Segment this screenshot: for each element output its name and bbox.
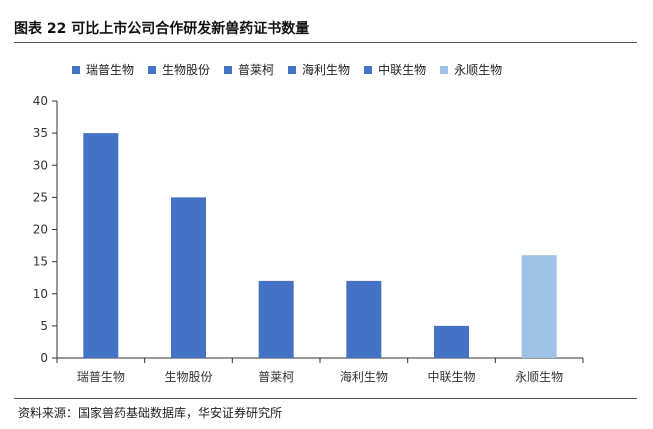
y-tick-label: 10 [33,287,48,301]
legend-item: 海利生物 [288,61,350,78]
legend-item: 普莱柯 [224,61,274,78]
figure-title: 图表 22 可比上市公司合作研发新兽药证书数量 [14,21,310,37]
legend-label: 生物股份 [162,63,211,77]
bar [346,280,382,358]
legend-item: 中联生物 [364,61,426,78]
legend-swatch [72,65,80,74]
legend-swatch [148,65,157,74]
legend-swatch [440,65,449,74]
y-tick-label: 15 [33,255,48,269]
legend-item: 生物股份 [148,61,210,78]
legend-label: 瑞普生物 [86,63,135,77]
bar [434,325,469,358]
x-tick-label: 普莱柯 [258,370,294,384]
bottom-rule [14,398,637,399]
legend-label: 普莱柯 [238,63,275,77]
legend-label: 永顺生物 [454,63,503,77]
y-tick-label: 20 [33,223,48,237]
chart-legend: 瑞普生物 生物股份 普莱柯 海利生物 中联生物 永顺生物 [72,61,502,78]
legend-item: 永顺生物 [440,61,502,78]
y-tick-label: 40 [33,94,48,108]
x-tick-label: 生物股份 [164,370,212,384]
y-tick-label: 5 [40,319,48,333]
legend-label: 海利生物 [302,63,351,77]
x-tick-label: 永顺生物 [515,370,563,384]
source-note: 资料来源：国家兽药基础数据库，华安证券研究所 [18,406,283,420]
legend-swatch [364,65,373,74]
legend-swatch [224,65,233,74]
bar [171,197,206,358]
x-tick-label: 海利生物 [340,369,388,384]
x-tick-label: 中联生物 [427,369,475,384]
y-tick-label: 35 [33,126,48,140]
y-tick-label: 0 [40,351,48,365]
y-tick-label: 25 [33,190,48,204]
legend-item: 瑞普生物 [72,61,134,78]
bar [258,280,294,358]
top-rule [14,42,637,43]
x-tick-label: 瑞普生物 [77,370,125,384]
legend-label: 中联生物 [378,63,427,77]
bar [83,133,119,358]
y-tick-label: 30 [33,158,48,172]
legend-swatch [288,65,297,74]
bar [521,255,557,358]
